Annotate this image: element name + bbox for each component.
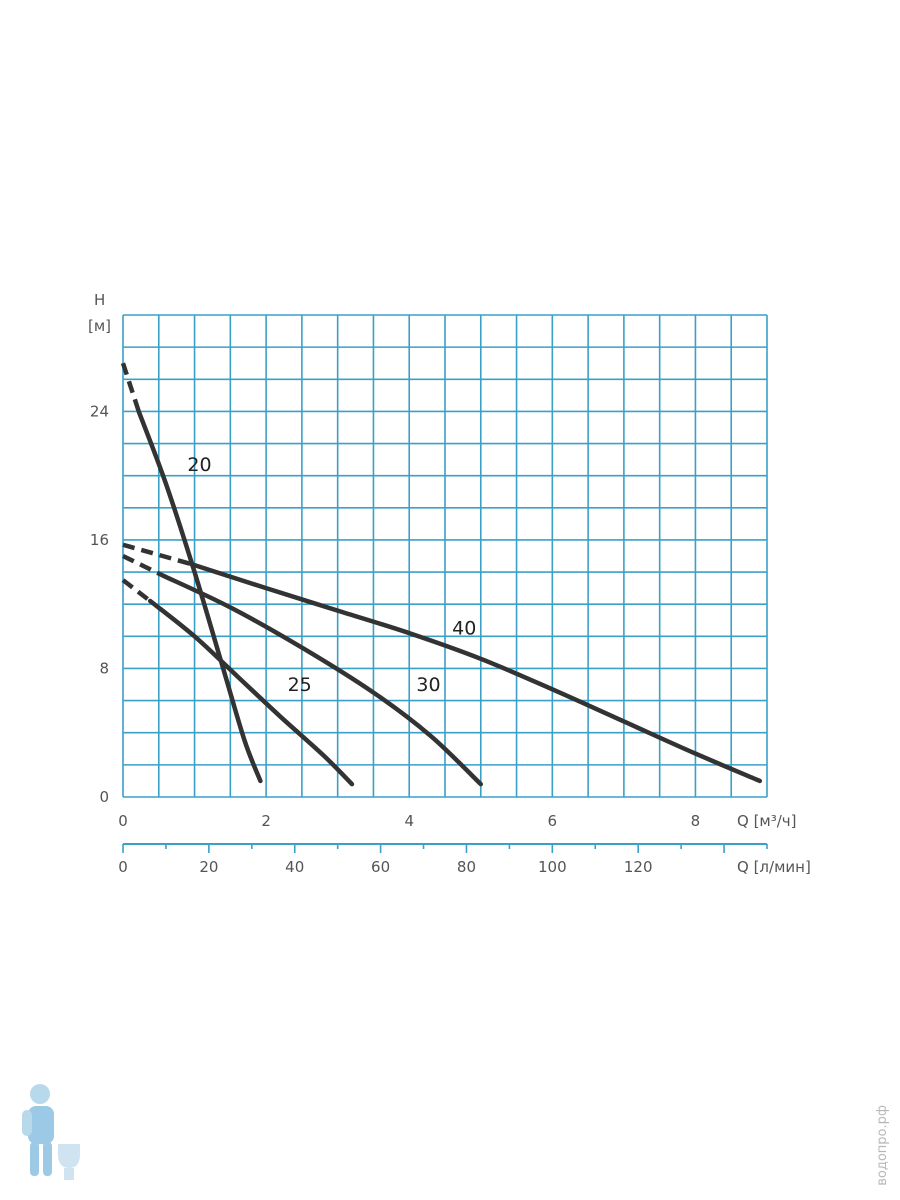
chart-labels: 20 25 30 40 xyxy=(187,454,476,696)
plumber-mascot-logo xyxy=(22,1084,80,1180)
curve-label-30: 30 xyxy=(416,674,440,696)
y-tick-label: 8 xyxy=(99,659,109,677)
curve-label-20: 20 xyxy=(187,454,211,476)
y-tick-label: 24 xyxy=(90,402,109,420)
x-tick-label: 8 xyxy=(691,812,701,830)
curve-20-dashed xyxy=(120,362,141,413)
curve-25 xyxy=(147,598,355,787)
x2-tick-label: 80 xyxy=(457,858,476,876)
y-tick-label: 16 xyxy=(90,531,109,549)
x2-tick-label: 20 xyxy=(199,858,218,876)
x2-tick-label: 40 xyxy=(285,858,304,876)
y-axis-title: H xyxy=(94,291,105,309)
x2-axis-title: Q [л/мин] xyxy=(737,858,811,876)
curve-label-40: 40 xyxy=(452,618,476,640)
curve-25-dashed xyxy=(121,578,152,603)
x-tick-label: 6 xyxy=(548,812,558,830)
x-tick-label: 0 xyxy=(118,812,128,830)
x2-tick-label: 60 xyxy=(371,858,390,876)
curve-20 xyxy=(136,409,263,784)
curve-label-25: 25 xyxy=(288,674,312,696)
x2-tick-label: 100 xyxy=(538,858,567,876)
chart-grid xyxy=(122,314,768,798)
curve-40-dashed xyxy=(122,542,192,567)
chart-curves xyxy=(120,362,763,787)
y-axis-unit: [м] xyxy=(88,317,111,335)
curve-30-dashed xyxy=(122,553,164,578)
x-tick-label: 4 xyxy=(404,812,414,830)
curve-30 xyxy=(160,573,484,787)
y-tick-label: 0 xyxy=(99,788,109,806)
x2-tick-label: 0 xyxy=(118,858,128,876)
x-tick-label: 2 xyxy=(261,812,271,830)
x2-tick-label: 120 xyxy=(624,858,653,876)
x-axis-title: Q [м³/ч] xyxy=(737,812,797,830)
curve-40 xyxy=(188,561,763,784)
site-watermark: водопро.рф xyxy=(875,1105,890,1186)
